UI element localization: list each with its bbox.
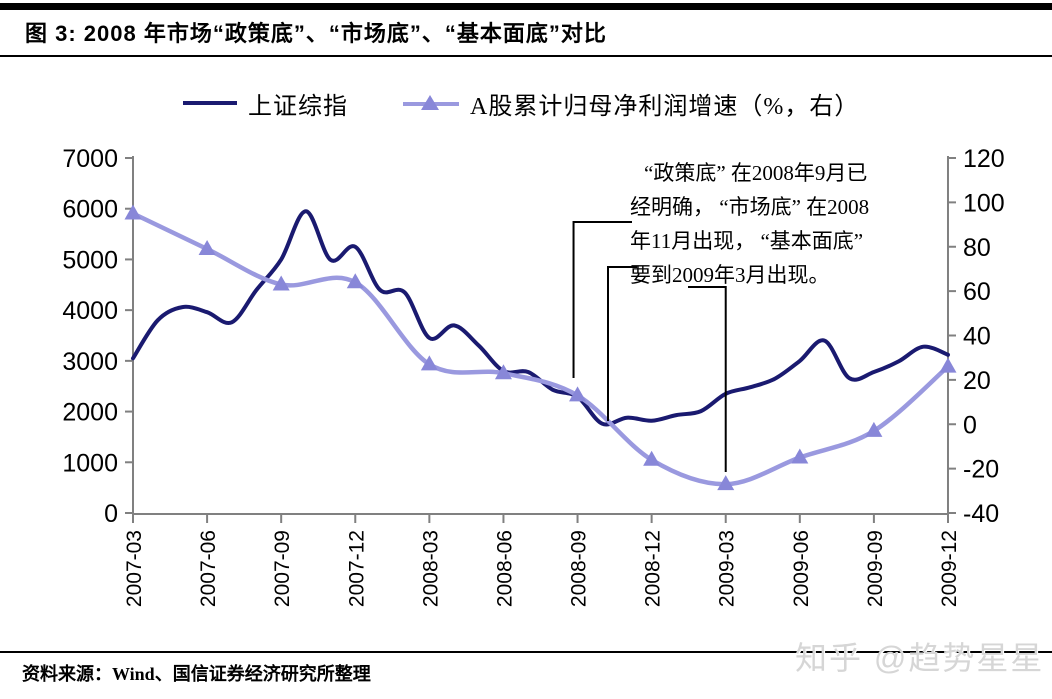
data-source-note: 资料来源：Wind、国信证券经济研究所整理 <box>22 664 371 684</box>
x-axis-tick-label: 2009-12 <box>938 530 961 607</box>
triangle-line-marker-icon <box>403 95 459 110</box>
footer-divider <box>0 651 1052 653</box>
x-axis-tick-label: 2007-12 <box>345 530 368 607</box>
right-axis-tick-label: 100 <box>963 189 1005 217</box>
legend-item-shanghai-composite: 上证综指 <box>180 86 348 120</box>
annotation-line: 要到2009年3月出现。 <box>630 263 830 287</box>
right-axis-tick-label: 20 <box>963 367 991 395</box>
annotation-line: 经明确， “市场底” 在2008 <box>630 195 870 219</box>
annotation-leader-lines <box>572 221 727 472</box>
left-axis-tick-label: 7000 <box>62 145 118 173</box>
right-axis-tick-label: -20 <box>963 456 999 484</box>
legend-item-profit-growth: A股累计归母净利润增速（%，右） <box>400 86 859 120</box>
x-axis-tick-label: 2009-06 <box>790 530 813 607</box>
x-axis-tick-label: 2008-03 <box>419 530 442 607</box>
figure-title: 图 3: 2008 年市场“政策底”、“市场底”、“基本面底”对比 <box>25 21 607 46</box>
triangle-marker <box>569 386 587 402</box>
triangle-marker <box>124 204 142 220</box>
left-axis-tick-label: 5000 <box>62 246 118 274</box>
triangle-marker <box>494 364 512 380</box>
legend-label: 上证综指 <box>248 93 348 120</box>
right-axis-tick-label: 80 <box>963 234 991 262</box>
annotation-line: “政策底” 在2008年9月已 <box>644 161 868 185</box>
left-axis-tick-label: 6000 <box>62 196 118 224</box>
right-axis-tick-label: 120 <box>963 145 1005 173</box>
left-axis-tick-label: 0 <box>104 500 118 528</box>
triangle-marker <box>791 448 809 464</box>
left-axis-tick-label: 1000 <box>62 449 118 477</box>
left-axis-tick-label: 3000 <box>62 348 118 376</box>
annotation-text-block: “政策底” 在2008年9月已 经明确， “市场底” 在2008 年11月出现，… <box>630 156 960 292</box>
top-border-bar <box>0 3 1052 10</box>
x-axis-tick-label: 2009-03 <box>716 530 739 607</box>
left-axis-tick-label: 2000 <box>62 399 118 427</box>
x-axis-tick-label: 2009-09 <box>864 530 887 607</box>
triangle-marker <box>717 475 735 491</box>
right-axis-tick-label: 0 <box>963 411 977 439</box>
x-axis-tick-label: 2008-09 <box>568 530 591 607</box>
x-axis-tick-label: 2007-03 <box>123 530 146 607</box>
triangle-marker <box>272 275 290 291</box>
watermark: 知乎 @趋势星星 <box>795 640 1045 676</box>
annotation-line: 年11月出现， “基本面底” <box>630 229 864 253</box>
line-marker-icon <box>183 101 237 105</box>
x-axis-tick-label: 2008-12 <box>642 530 665 607</box>
triangle-marker <box>939 357 957 373</box>
triangle-marker <box>643 450 661 466</box>
right-axis-tick-label: 60 <box>963 278 991 306</box>
triangle-marker <box>865 421 883 437</box>
triangle-marker <box>420 355 438 371</box>
x-axis-tick-label: 2007-06 <box>197 530 220 607</box>
triangle-marker <box>346 273 364 289</box>
triangle-marker <box>198 239 216 255</box>
legend-label: A股累计归母净利润增速（%，右） <box>470 93 860 120</box>
right-axis-tick-label: -40 <box>963 500 999 528</box>
x-axis-tick-label: 2007-09 <box>271 530 294 607</box>
left-axis-tick-label: 4000 <box>62 297 118 325</box>
right-axis-tick-label: 40 <box>963 323 991 351</box>
x-axis-tick-label: 2008-06 <box>493 530 516 607</box>
title-divider <box>0 55 1052 57</box>
chart-legend: 上证综指 A股累计归母净利润增速（%，右） <box>0 86 1052 120</box>
